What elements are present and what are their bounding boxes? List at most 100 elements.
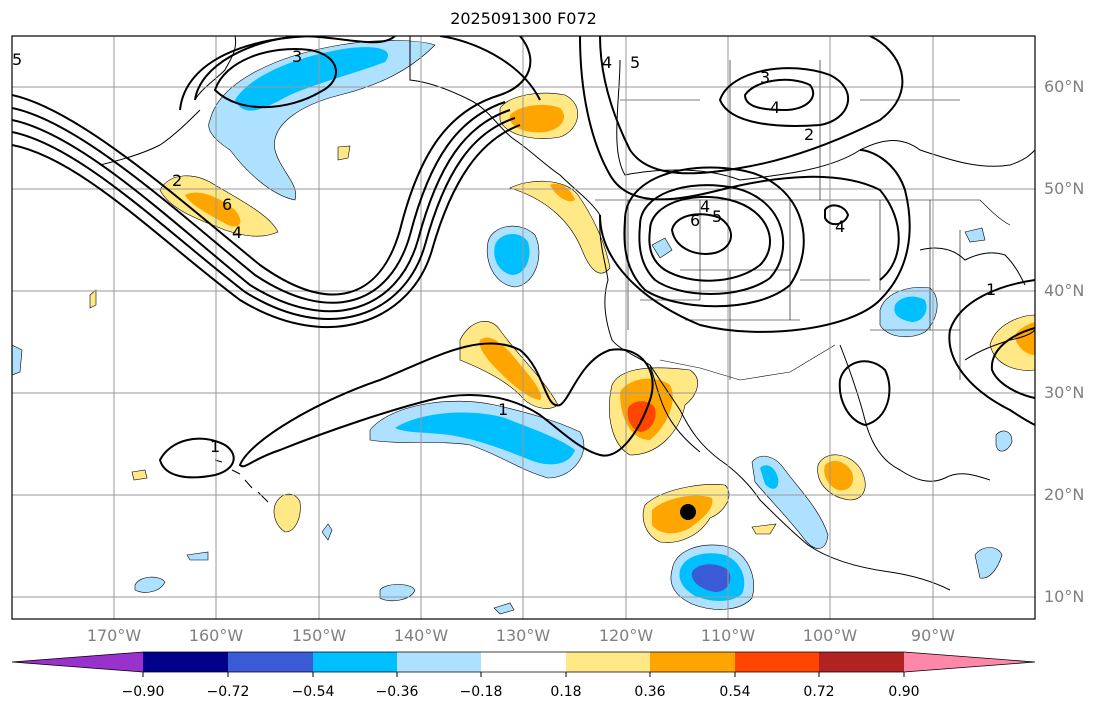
contour-label: 4 bbox=[602, 53, 612, 72]
colorbar-extend-high bbox=[904, 652, 1035, 672]
negative-blob-7 bbox=[974, 547, 1003, 579]
colorbar-segment bbox=[566, 652, 650, 672]
anomaly-shading bbox=[12, 40, 1035, 615]
negative-anomaly-offshore-core bbox=[494, 234, 530, 275]
contour-label: 1 bbox=[210, 437, 220, 456]
colorbar-segment bbox=[397, 652, 481, 672]
contour-label: 1 bbox=[986, 280, 996, 299]
contour-alaska-low-3 bbox=[179, 36, 541, 111]
colorbar-tick-label: 0.36 bbox=[634, 684, 666, 700]
contour-mexico-high bbox=[838, 360, 891, 427]
negative-blob-9 bbox=[651, 237, 673, 259]
contour-label: 6 bbox=[690, 211, 700, 230]
colorbar-segment bbox=[313, 652, 397, 672]
contour-label: 1 bbox=[498, 400, 508, 419]
negative-blob-6 bbox=[12, 344, 23, 376]
positive-blob-1 bbox=[273, 493, 301, 533]
storm-center-marker[interactable] bbox=[680, 504, 696, 520]
contour-canada-high bbox=[718, 67, 850, 127]
longitude-label: 120°W bbox=[598, 626, 654, 645]
coastlines bbox=[99, 36, 1035, 591]
contour-west-low-4 bbox=[670, 213, 732, 255]
contour-label: 4 bbox=[232, 223, 242, 242]
canada-us-border bbox=[595, 199, 1011, 226]
contour-label: 5 bbox=[712, 207, 722, 226]
negative-blob-5 bbox=[493, 602, 515, 615]
longitude-label: 150°W bbox=[291, 626, 347, 645]
contour-west-low-1 bbox=[648, 195, 771, 282]
positive-anomaly-bc-coast bbox=[509, 180, 611, 274]
contour-subtropic-2 bbox=[158, 437, 235, 479]
negative-anomaly-plains-core bbox=[894, 296, 927, 322]
negative-anomaly-alaska-core bbox=[235, 47, 389, 111]
contour-east-trough-2 bbox=[990, 327, 1035, 399]
colorbar-segment bbox=[143, 652, 228, 672]
colorbar-tick-label: −0.90 bbox=[121, 684, 165, 700]
contour-label: 4 bbox=[770, 98, 780, 117]
contour-west-low-3 bbox=[623, 166, 805, 308]
positive-anomaly-baja-core bbox=[627, 401, 656, 432]
colorbar-tick-label: −0.72 bbox=[206, 684, 250, 700]
contour-subtropic-1 bbox=[238, 342, 654, 468]
longitude-label: 90°W bbox=[910, 626, 956, 645]
contour-jet-5 bbox=[12, 124, 521, 329]
negative-anomaly-mexico-core bbox=[760, 465, 779, 489]
contour-label: 3 bbox=[760, 68, 770, 87]
colorbar-extend-low bbox=[12, 652, 143, 672]
contour-label: 6 bbox=[222, 195, 232, 214]
graticule bbox=[12, 36, 1035, 619]
positive-blob-2 bbox=[337, 145, 351, 161]
great-lakes bbox=[919, 247, 1026, 286]
positive-blob-5 bbox=[89, 289, 97, 309]
baja-coast bbox=[649, 364, 701, 453]
latitude-label: 60°N bbox=[1044, 77, 1085, 96]
hawaii-islands bbox=[214, 459, 269, 503]
longitude-label: 140°W bbox=[393, 626, 449, 645]
contour-broad-high bbox=[599, 149, 911, 333]
contour-label: 4 bbox=[835, 217, 845, 236]
positive-blob-3 bbox=[131, 469, 148, 481]
positive-anomaly-central-core bbox=[479, 337, 542, 400]
canada-provinces bbox=[620, 60, 960, 200]
negative-blob-10 bbox=[964, 227, 986, 243]
contour-label: 5 bbox=[630, 53, 640, 72]
longitude-label: 170°W bbox=[86, 626, 142, 645]
contour-jet-3 bbox=[12, 109, 511, 313]
colorbar-segment bbox=[650, 652, 735, 672]
contour-alaska-low-2 bbox=[213, 48, 337, 109]
positive-anomaly-mexico-core bbox=[824, 460, 854, 491]
negative-blob-4 bbox=[321, 523, 333, 541]
state-lines bbox=[627, 200, 961, 380]
contour-jet-4 bbox=[12, 117, 516, 320]
contour-label: 2 bbox=[804, 125, 814, 144]
colorbar-segment bbox=[481, 652, 566, 672]
colorbar bbox=[11, 651, 1036, 677]
longitude-label: 160°W bbox=[188, 626, 244, 645]
contour-label: 3 bbox=[292, 47, 302, 66]
contour-labels: 5 3 4 5 3 4 2 6 4 4 2 6 5 4 1 1 1 bbox=[12, 47, 996, 456]
latitude-label: 40°N bbox=[1044, 281, 1085, 300]
latitude-label: 20°N bbox=[1044, 485, 1085, 504]
map-frame bbox=[11, 35, 1036, 620]
colorbar-tick-label: 0.18 bbox=[550, 684, 582, 700]
latitude-label: 30°N bbox=[1044, 383, 1085, 402]
contour-canada-ridge-2 bbox=[579, 36, 900, 281]
canada-coast bbox=[616, 59, 1035, 181]
colorbar-tick-label: 0.54 bbox=[719, 684, 751, 700]
colorbar-tick-label: −0.54 bbox=[291, 684, 335, 700]
colorbar-tick-label: −0.18 bbox=[459, 684, 503, 700]
negative-anomaly-subtropical-core bbox=[395, 412, 575, 465]
contour-canada-ridge-1 bbox=[599, 36, 904, 175]
contour-label: 5 bbox=[12, 50, 22, 69]
westcoast-coast bbox=[599, 214, 951, 591]
colorbar-tick-label: 0.90 bbox=[888, 684, 920, 700]
longitude-label: 110°W bbox=[700, 626, 756, 645]
colorbar-tick-label: 0.72 bbox=[803, 684, 835, 700]
positive-blob-4 bbox=[751, 523, 777, 535]
negative-anomaly-southern-core bbox=[691, 564, 731, 592]
negative-blob-8 bbox=[995, 430, 1013, 452]
contour-west-low-2 bbox=[638, 184, 785, 295]
colorbar-segment bbox=[228, 652, 313, 672]
colorbar-segment bbox=[819, 652, 904, 672]
contour-label: 2 bbox=[172, 171, 182, 190]
